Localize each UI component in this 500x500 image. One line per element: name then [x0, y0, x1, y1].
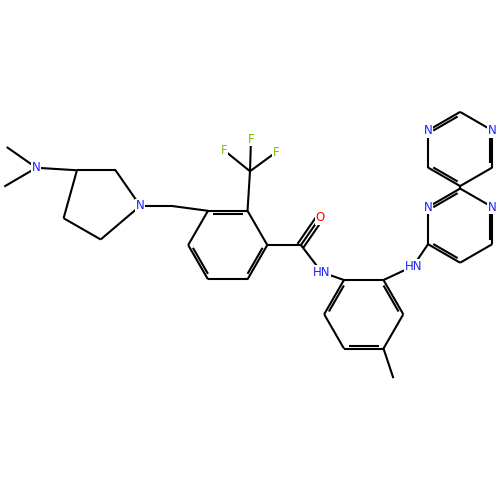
- Text: N: N: [424, 124, 432, 137]
- Text: O: O: [315, 212, 324, 224]
- Text: F: F: [272, 146, 279, 159]
- Text: F: F: [248, 132, 254, 145]
- Text: N: N: [32, 162, 41, 174]
- Text: F: F: [221, 144, 228, 157]
- Text: N: N: [424, 200, 432, 213]
- Text: N: N: [488, 200, 496, 213]
- Text: HN: HN: [404, 260, 422, 272]
- Text: N: N: [488, 124, 496, 137]
- Text: HN: HN: [313, 266, 330, 279]
- Text: N: N: [136, 200, 144, 212]
